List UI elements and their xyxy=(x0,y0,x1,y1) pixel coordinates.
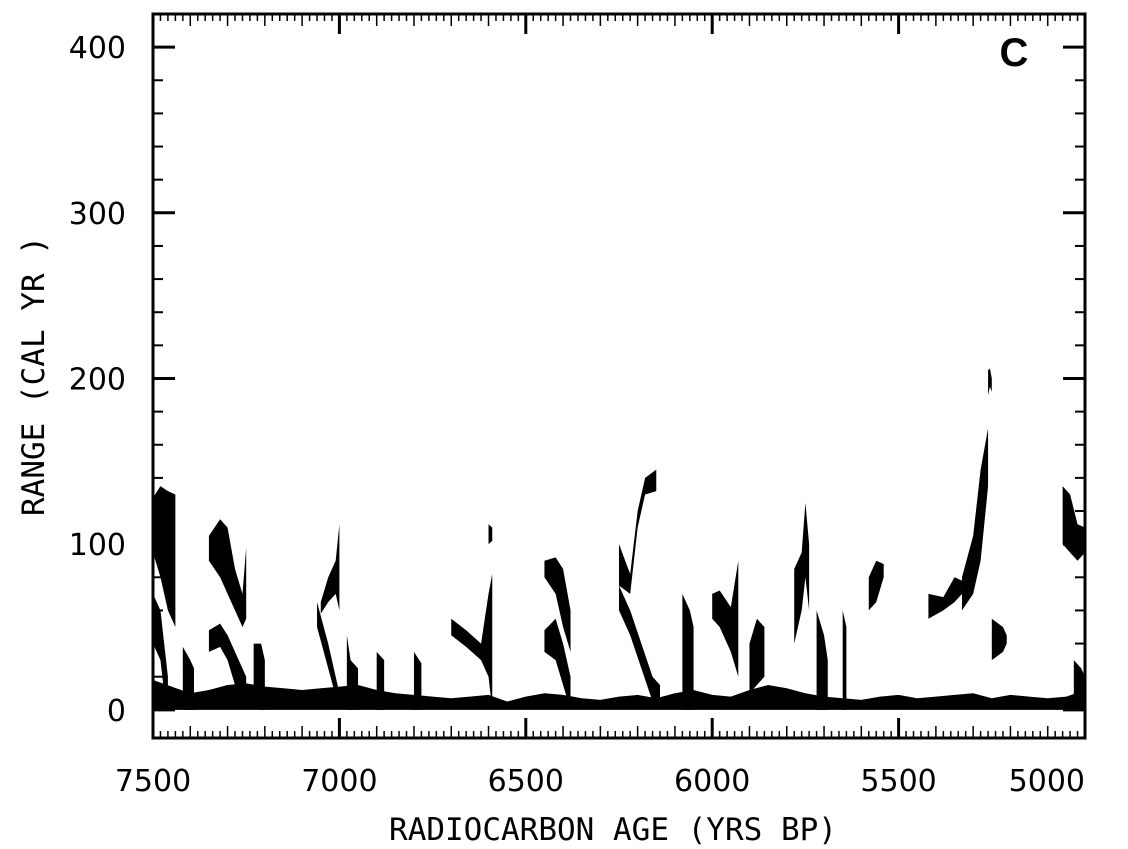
x-tick-label: 5500 xyxy=(860,764,936,799)
x-tick-label: 7500 xyxy=(115,764,191,799)
x-axis-title: RADIOCARBON AGE (YRS BP) xyxy=(389,812,837,848)
range-band-14 xyxy=(544,557,571,652)
range-band-16 xyxy=(619,469,657,594)
y-tick-labels: 0 100 200 300 400 xyxy=(69,31,126,729)
range-band-1 xyxy=(153,486,176,627)
range-band-2 xyxy=(153,593,168,710)
range-band-21 xyxy=(794,502,810,644)
y-axis-title: RANGE (CAL YR ) xyxy=(16,236,52,516)
x-tick-labels: 7500 7000 6500 6000 5500 5000 xyxy=(115,764,1085,799)
y-tick-label: 300 xyxy=(69,197,126,232)
x-tick-label: 5000 xyxy=(1009,764,1085,799)
range-band-4 xyxy=(208,519,247,627)
range-band-7 xyxy=(320,524,340,614)
range-band-18 xyxy=(682,593,694,710)
range-band-29 xyxy=(1062,486,1085,561)
y-tick-label: 200 xyxy=(69,362,126,397)
range-band-23 xyxy=(842,610,847,710)
plot-frame xyxy=(151,12,1087,740)
range-band-12 xyxy=(451,573,493,710)
range-band-20 xyxy=(749,618,765,694)
range-band-19 xyxy=(712,560,739,677)
range-band-28 xyxy=(991,618,1007,661)
range-band-13 xyxy=(488,524,493,545)
panel-label: C xyxy=(1000,31,1029,75)
range-band-25 xyxy=(928,577,962,619)
y-tick-label: 400 xyxy=(69,31,126,66)
x-tick-label: 6000 xyxy=(674,764,750,799)
range-band-26 xyxy=(961,428,989,611)
x-tick-label: 6500 xyxy=(488,764,564,799)
range-band-8 xyxy=(317,602,340,710)
range-band-15 xyxy=(544,618,571,710)
range-band-24 xyxy=(868,560,884,611)
baseline-band xyxy=(153,680,1085,710)
y-tick-label: 0 xyxy=(107,694,126,729)
axis-ticks xyxy=(151,14,1087,738)
range-band-17 xyxy=(619,585,661,710)
range-band-27 xyxy=(988,368,992,396)
y-tick-label: 100 xyxy=(69,528,126,563)
x-tick-label: 7000 xyxy=(301,764,377,799)
range-bands xyxy=(153,368,1085,710)
baseline-band-area xyxy=(153,680,1085,710)
range-band-22 xyxy=(816,610,828,710)
